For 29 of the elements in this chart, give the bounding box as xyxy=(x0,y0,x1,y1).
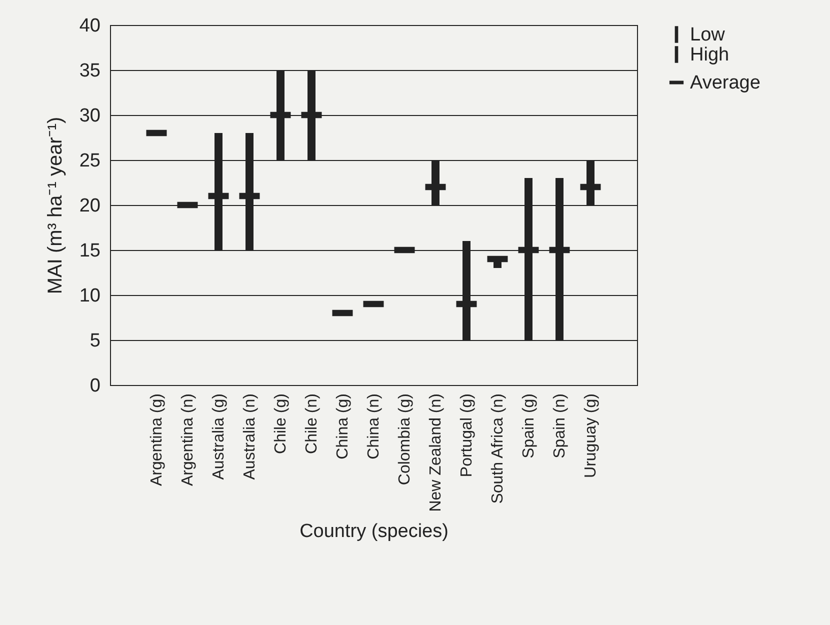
text: Low xyxy=(690,24,726,46)
y-tick-label: 25 xyxy=(79,150,100,172)
x-tick-label: Uruguay (g) xyxy=(582,394,600,478)
y-tick-label: 35 xyxy=(79,60,100,82)
y-tick-label: 30 xyxy=(79,106,100,126)
x-tick-label: Portugal (g) xyxy=(458,394,476,478)
x-tick-label: Spain (g) xyxy=(520,394,538,458)
x-tick-label: Australia (n) xyxy=(242,394,258,480)
x-tick-label: Australia (g) xyxy=(210,394,228,480)
x-tick-label: Argentina (n) xyxy=(180,394,196,486)
y-axis-title: MAI (m³ ha⁻¹ year⁻¹) xyxy=(44,116,66,294)
x-tick-label: China (n) xyxy=(366,394,382,460)
y-tick-label: 0 xyxy=(90,376,100,396)
x-tick-label: China (g) xyxy=(334,394,352,460)
x-tick-label: South Africa (n) xyxy=(490,394,506,504)
x-tick-label: Argentina (g) xyxy=(148,394,166,486)
y-tick-label: 10 xyxy=(79,286,100,306)
x-axis-title: Country (species) xyxy=(300,520,448,542)
y-tick-label: 15 xyxy=(79,240,100,262)
y-tick-label: 20 xyxy=(79,196,100,216)
legend-label: Average xyxy=(690,72,760,94)
x-tick-label: Spain (n) xyxy=(552,394,568,458)
y-tick-label: 40 xyxy=(79,16,100,36)
text: High xyxy=(690,44,730,66)
y-tick-label: 5 xyxy=(90,330,100,352)
x-tick-label: Colombia (g) xyxy=(396,394,414,486)
x-tick-label: Chile (n) xyxy=(304,394,320,454)
x-tick-label: Chile (g) xyxy=(272,394,290,454)
x-tick-label: New Zealand (n) xyxy=(428,394,444,512)
